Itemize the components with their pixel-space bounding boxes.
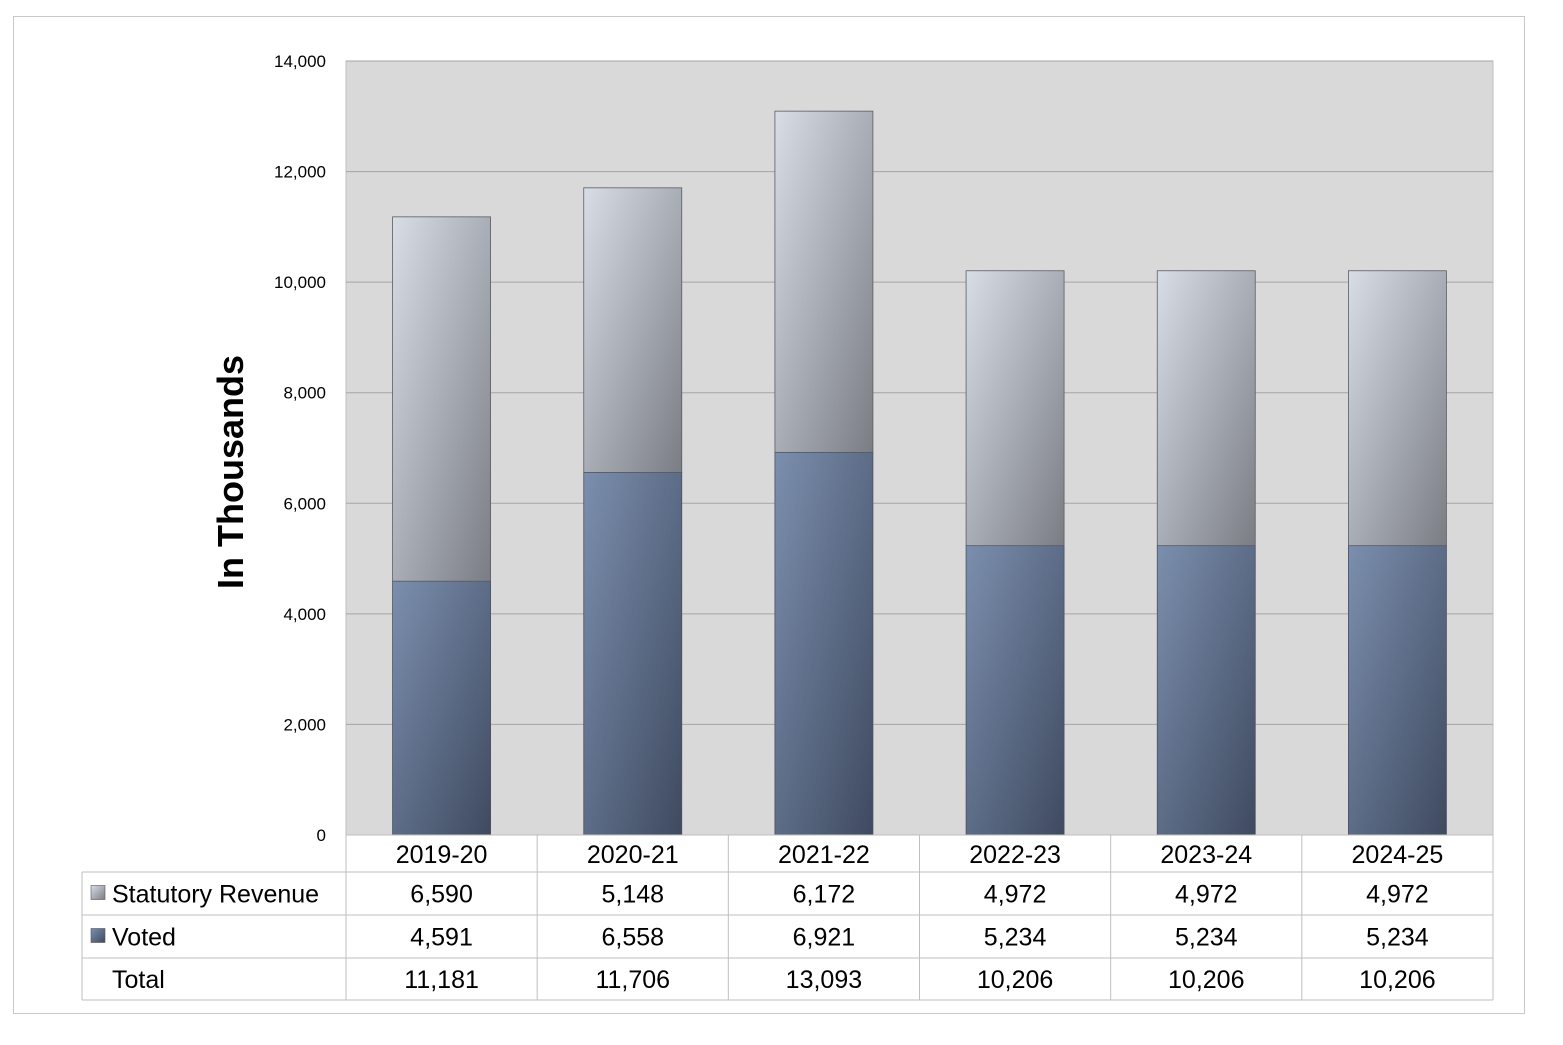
y-axis-label: In Thousands bbox=[210, 355, 251, 589]
table-cell: 5,234 bbox=[1366, 924, 1429, 952]
bar-statutory-revenue bbox=[1156, 270, 1256, 547]
bar-voted bbox=[965, 545, 1065, 836]
bar-voted bbox=[392, 580, 491, 836]
y-tick-label: 4,000 bbox=[283, 605, 326, 624]
table-cell: 4,591 bbox=[410, 924, 473, 952]
x-tick-label: 2022-23 bbox=[969, 841, 1061, 869]
y-tick-label: 2,000 bbox=[283, 715, 326, 734]
bar-voted bbox=[583, 472, 683, 836]
legend-key bbox=[90, 885, 106, 900]
table-cell: 6,590 bbox=[410, 881, 473, 909]
table-cell: 10,206 bbox=[977, 966, 1053, 994]
table-cell: 4,972 bbox=[984, 881, 1047, 909]
y-tick-label: 0 bbox=[317, 826, 326, 845]
y-axis-ticks: 0 2,000 4,000 6,000 8,000 10,000 12,000 14,000 bbox=[274, 52, 326, 845]
y-tick-label: 6,000 bbox=[283, 494, 326, 513]
table-cell: 10,206 bbox=[1359, 966, 1435, 994]
table-row-label: Voted bbox=[112, 924, 176, 952]
x-tick-label: 2021-22 bbox=[778, 841, 870, 869]
bar-voted bbox=[1348, 545, 1447, 836]
table-cell: 6,558 bbox=[601, 924, 664, 952]
table-cell: 6,172 bbox=[793, 881, 856, 909]
table-cell: 10,206 bbox=[1168, 966, 1244, 994]
bar-statutory-revenue bbox=[392, 216, 491, 582]
legend-key bbox=[90, 928, 106, 943]
table-cell: 6,921 bbox=[793, 924, 856, 952]
y-tick-label: 10,000 bbox=[274, 273, 326, 292]
plot-area bbox=[345, 60, 1494, 836]
bars bbox=[392, 110, 1447, 836]
table-cell: 11,181 bbox=[404, 966, 479, 994]
data-table: 2019-20 2020-21 2021-22 2022-23 2023-24 2024-… bbox=[81, 834, 1494, 1001]
bar-statutory-revenue bbox=[583, 187, 683, 473]
bar-statutory-revenue bbox=[965, 270, 1065, 547]
table-cell: 13,093 bbox=[786, 966, 862, 994]
table-cell: 4,972 bbox=[1366, 881, 1429, 909]
y-tick-label: 14,000 bbox=[274, 52, 326, 71]
gridlines bbox=[346, 60, 1493, 725]
table-cell: 5,234 bbox=[1175, 924, 1238, 952]
table-cell: 4,972 bbox=[1175, 881, 1238, 909]
table-cell: 5,234 bbox=[984, 924, 1047, 952]
bar-statutory-revenue bbox=[774, 110, 874, 453]
bar-voted bbox=[1156, 545, 1256, 836]
x-tick-label: 2023-24 bbox=[1160, 841, 1252, 869]
table-row-label: Statutory Revenue bbox=[112, 881, 319, 909]
y-tick-label: 12,000 bbox=[274, 163, 326, 182]
table-cell: 11,706 bbox=[595, 966, 670, 994]
bar-statutory-revenue bbox=[1348, 270, 1447, 547]
x-tick-label: 2019-20 bbox=[396, 841, 488, 869]
y-tick-label: 8,000 bbox=[283, 384, 326, 403]
bar-voted bbox=[774, 451, 874, 836]
x-tick-label: 2024-25 bbox=[1352, 841, 1444, 869]
table-row-label: Total bbox=[112, 966, 165, 994]
x-tick-label: 2020-21 bbox=[587, 841, 679, 869]
table-cell: 5,148 bbox=[601, 881, 664, 909]
